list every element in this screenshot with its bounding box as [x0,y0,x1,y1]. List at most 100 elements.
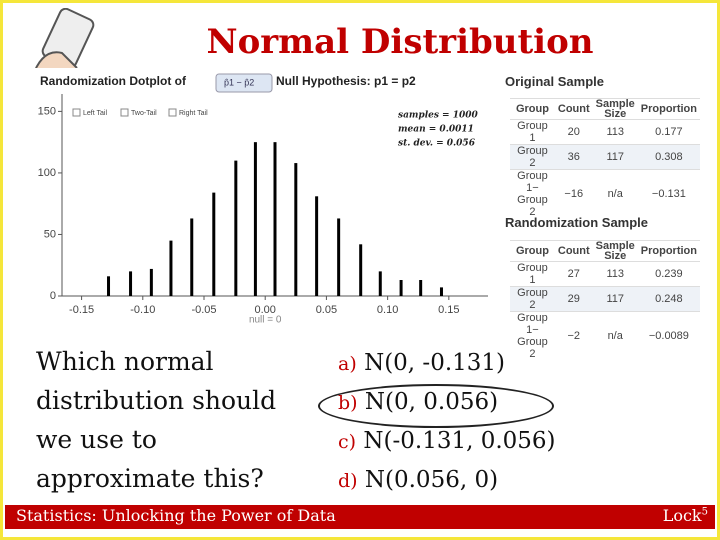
header-cell: Group [510,240,555,262]
x-tick-label: -0.05 [191,304,216,316]
x-tick-label: -0.15 [69,304,94,316]
dot-stack [439,287,443,296]
table-cell: 117 [592,286,638,312]
y-tick-label: 50 [44,228,56,240]
option: c) N(-0.131, 0.056) [338,422,556,461]
dot-stack [273,142,277,296]
table-row: Group 1− Group 2 −16 n/a −0.131 [510,169,700,218]
dot-stack [190,218,194,296]
dot-stack [129,271,133,296]
option: a) N(0, -0.131) [338,344,556,383]
table-cell: Group 1 [510,261,555,287]
question: Which normal distribution should we use … [36,347,277,493]
dot-stack [149,268,153,296]
tail-checkbox[interactable] [72,108,81,117]
dotplot: Randomization Dotplot of p̂1 − p̂2 Null … [28,68,498,332]
table-cell: 113 [592,119,638,145]
option: d) N(0.056, 0) [338,461,556,500]
table-cell: n/a [592,169,638,218]
dot-stack [169,240,173,296]
header-cell: Sample Size [592,240,638,262]
annotation: st. dev. = 0.056 [398,139,476,149]
dot-stack [419,280,423,296]
annotation: samples = 1000 [398,111,479,121]
dotplot-heading: Randomization Dotplot of [40,74,187,88]
dot-stack [315,196,319,296]
original-title: Original Sample [505,74,604,89]
table-cell: Group 1− Group 2 [510,311,555,360]
table-cell: Group 2 [510,286,555,312]
x-tick-label: 0.15 [438,304,459,316]
dot-stack [359,244,363,296]
table-cell: 0.308 [637,144,700,170]
table-cell: −2 [554,311,593,360]
tail-checkbox[interactable] [168,108,177,117]
footer-left: Statistics: Unlocking the Power of Data [16,506,336,525]
table-row: Group 2 29 117 0.248 [510,286,700,312]
statistic-dropdown[interactable] [215,73,273,93]
option-text: N(-0.131, 0.056) [363,428,556,454]
option-letter: d) [338,470,358,492]
header-cell: Proportion [637,98,700,120]
footer-sup: 5 [701,506,708,518]
randomization-title: Randomization Sample [505,215,649,230]
dot-stack [212,192,216,296]
table-row: Group 1− Group 2 −2 n/a −0.0089 [510,311,700,360]
option-letter: c) [338,431,357,453]
table-cell: 0.248 [637,286,700,312]
dot-stack [234,160,238,296]
option-letter: a) [338,353,357,375]
dot-stack [253,142,257,296]
dot-stack [107,276,111,296]
y-tick-label: 150 [38,105,56,117]
null-label: null = 0 [249,315,282,326]
dot-stack [337,218,341,296]
table-cell: 117 [592,144,638,170]
table-row: Group 1 27 113 0.239 [510,261,700,287]
table-cell: 0.177 [637,119,700,145]
table-cell: −16 [554,169,593,218]
original-table: Group Count Sample Size Proportion Group 1 20… [510,98,700,218]
tail-checkbox[interactable] [120,108,129,117]
option-text: N(0.056, 0) [364,467,499,493]
table-cell: Group 1− Group 2 [510,169,555,218]
table-cell: 0.239 [637,261,700,287]
answer-circle [318,384,554,428]
table-cell: n/a [592,311,638,360]
x-tick-label: -0.10 [130,304,155,316]
table-cell: 27 [554,261,593,287]
table-cell: 20 [554,119,593,145]
header-cell: Sample Size [592,98,638,120]
y-tick-label: 0 [50,290,56,302]
tail-label: Two-Tail [131,110,157,117]
table-cell: −0.0089 [637,311,700,360]
table-cell: 29 [554,286,593,312]
table-cell: Group 1 [510,119,555,145]
randomization-table: Group Count Sample Size Proportion Group 1 27… [510,240,700,360]
header-cell: Count [554,240,593,262]
footer-right: Lock5 [663,506,708,525]
statistic-label: p̂1 − p̂2 [224,77,254,87]
tail-label: Left Tail [83,110,107,117]
dot-stack [294,163,298,296]
slide-title: Normal Distribution [206,22,594,62]
x-tick-label: 0.05 [316,304,337,316]
y-tick-label: 100 [38,167,56,179]
header-row: Group Count Sample Size Proportion [510,98,700,120]
dot-stack [378,271,382,296]
null-hypothesis: Null Hypothesis: p1 = p2 [276,74,416,88]
table-cell: 36 [554,144,593,170]
table-cell: Group 2 [510,144,555,170]
option-text: N(0, -0.131) [364,350,506,376]
header-row: Group Count Sample Size Proportion [510,240,700,262]
annotation: mean = 0.0011 [398,125,474,135]
header-cell: Group [510,98,555,120]
x-tick-label: 0.10 [377,304,398,316]
x-tick-label: 0.00 [254,304,275,316]
header-cell: Count [554,98,593,120]
dot-stack [399,280,403,296]
table-row: Group 1 20 113 0.177 [510,119,700,145]
tail-label: Right Tail [179,110,208,117]
